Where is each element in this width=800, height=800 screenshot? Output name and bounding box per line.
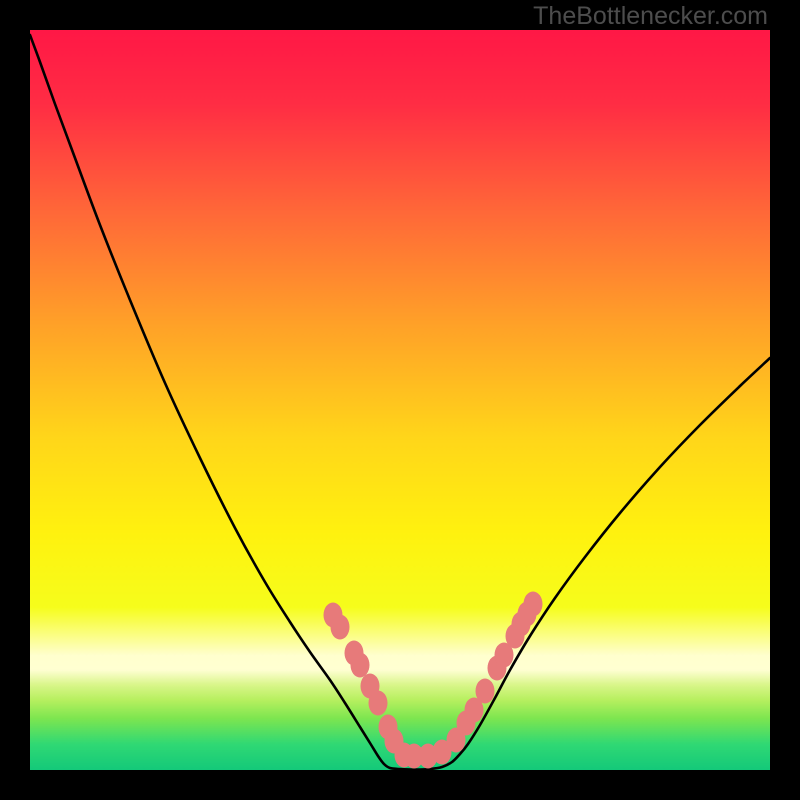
watermark-text: TheBottlenecker.com xyxy=(533,2,768,31)
chart-stage: TheBottlenecker.com xyxy=(0,0,800,800)
bottleneck-curve xyxy=(0,0,800,800)
